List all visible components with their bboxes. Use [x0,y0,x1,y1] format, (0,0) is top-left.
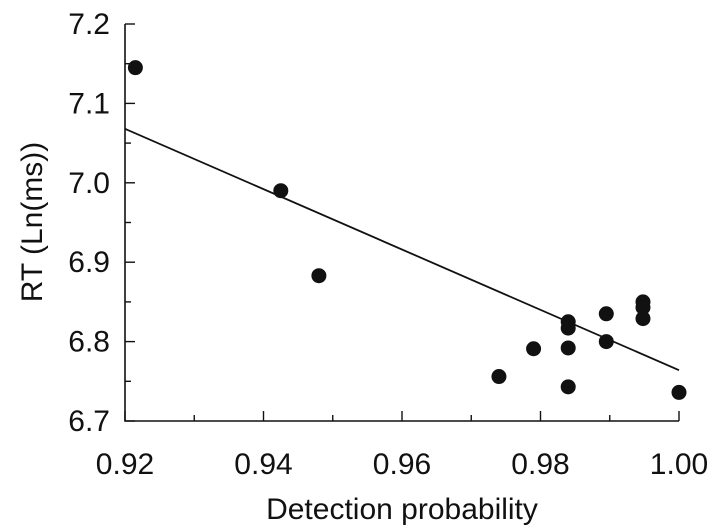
data-point [560,320,576,336]
plot-frame [124,24,679,422]
y-tick-label: 7.0 [68,167,110,200]
data-point [127,60,143,76]
y-tick-label: 7.1 [68,87,110,120]
y-tick-label: 6.8 [68,326,110,359]
data-point [311,268,327,284]
y-ticks [125,23,135,422]
x-tick-label: 0.94 [234,448,292,481]
x-tick-label: 0.98 [511,448,569,481]
data-point [671,384,687,400]
data-point [491,369,507,385]
y-tick-label: 6.7 [68,405,110,438]
x-axis-label: Detection probability [266,493,538,526]
x-tick-labels: 0.92 0.94 0.96 0.98 1.00 [96,448,708,481]
x-ticks [124,411,680,421]
x-tick-label: 0.92 [96,448,154,481]
data-point [635,299,651,315]
regression-line [124,127,680,372]
data-point [526,341,542,357]
data-point [560,340,576,356]
data-point [273,183,289,199]
data-point [635,311,651,327]
y-tick-labels: 6.7 6.8 6.9 7.0 7.1 7.2 [68,8,110,438]
y-axis-label: RT (Ln(ms)) [16,142,49,303]
data-points [127,60,687,400]
data-point [598,334,614,350]
data-point [598,306,614,322]
x-tick-label: 1.00 [650,448,708,481]
x-tick-label: 0.96 [373,448,431,481]
axes: 6.7 6.8 6.9 7.0 7.1 7.2 0.92 0.94 0.96 0.98 1.00 [68,8,708,481]
y-tick-label: 6.9 [68,246,110,279]
data-point [560,379,576,395]
y-tick-label: 7.2 [68,8,110,41]
